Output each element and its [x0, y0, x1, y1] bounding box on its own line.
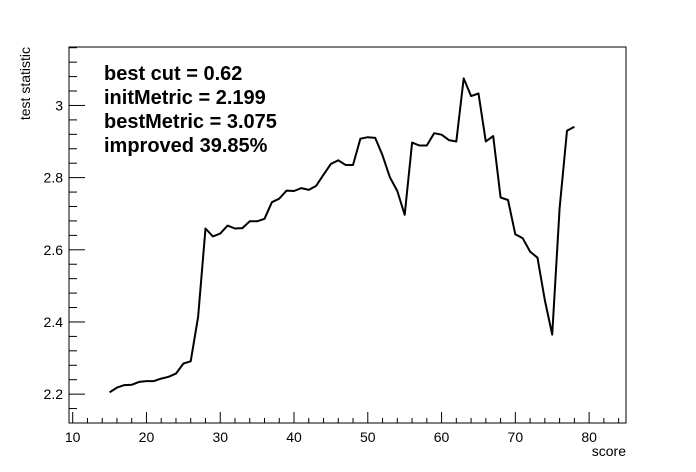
y-tick-label: 2.4	[44, 314, 64, 330]
x-tick-label: 60	[434, 429, 450, 445]
y-tick-label: 2.2	[44, 386, 64, 402]
series-line	[109, 77, 575, 394]
annotation-init-metric: initMetric = 2.199	[104, 87, 266, 109]
x-tick-label: 80	[581, 429, 597, 445]
y-tick-label: 3	[55, 97, 63, 113]
x-tick-label: 30	[212, 429, 228, 445]
x-tick-label: 50	[360, 429, 376, 445]
x-axis-title: score	[592, 443, 626, 459]
annotation-best-metric: bestMetric = 3.075	[104, 111, 277, 133]
annotation-improved: improved 39.85%	[104, 135, 268, 157]
y-tick-label: 2.6	[44, 242, 64, 258]
annotation-box: best cut = 0.62 initMetric = 2.199 bestM…	[104, 63, 277, 157]
y-tick-label: 2.8	[44, 170, 64, 186]
y-axis: 2.2 2.4 2.6 2.8 3	[44, 47, 85, 424]
y-axis-title: test statistic	[17, 47, 33, 120]
x-tick-label: 40	[286, 429, 302, 445]
annotation-best-cut: best cut = 0.62	[104, 63, 242, 85]
x-tick-label: 10	[65, 429, 81, 445]
x-axis: 10 20 30 40 50 60 70 80	[65, 412, 620, 445]
x-tick-label: 20	[139, 429, 155, 445]
x-tick-label: 70	[508, 429, 524, 445]
